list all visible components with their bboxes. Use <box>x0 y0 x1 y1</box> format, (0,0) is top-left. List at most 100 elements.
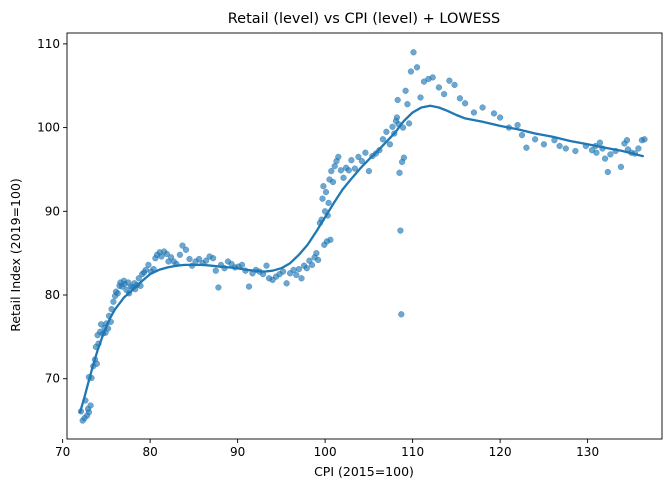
lowess-line <box>78 104 644 414</box>
scatter-point <box>308 261 316 269</box>
scatter-point <box>379 136 387 143</box>
scatter-point <box>279 268 287 275</box>
x-tick-label: 130 <box>576 445 599 459</box>
y-axis-title: Retail Index (2019=100) <box>8 178 23 332</box>
scatter-point <box>479 104 486 111</box>
scatter-point <box>362 149 369 156</box>
scatter-point <box>202 257 210 264</box>
scatter-point <box>470 109 478 116</box>
scatter-point <box>601 155 609 162</box>
scatter-point <box>345 167 352 174</box>
scatter-point <box>179 242 186 249</box>
scatter-point <box>404 101 411 108</box>
scatter-point <box>635 145 642 152</box>
scatter-point <box>351 165 359 172</box>
scatter-point <box>604 168 611 176</box>
x-tick-label: 120 <box>489 445 512 459</box>
scatter-point <box>451 81 458 89</box>
y-tick-label: 100 <box>37 121 60 135</box>
scatter-point <box>617 163 625 171</box>
scatter-point <box>523 144 530 151</box>
x-tick-label: 90 <box>230 445 245 459</box>
scatter-point <box>456 95 464 102</box>
scatter-point <box>623 137 631 144</box>
scatter-point <box>212 267 219 274</box>
scatter-point <box>283 280 290 287</box>
scatter-point <box>114 290 121 297</box>
scatter-point <box>298 275 305 282</box>
scatter-point <box>325 199 332 207</box>
scatter-point <box>295 265 303 273</box>
scatter-point <box>320 183 327 190</box>
scatter-point <box>314 256 322 264</box>
scatter-point <box>303 265 310 272</box>
scatter-point <box>429 74 436 81</box>
scatter-point <box>556 142 563 150</box>
scatter-point <box>540 141 548 148</box>
scatter-point <box>87 402 94 409</box>
scatter-point <box>335 153 342 161</box>
scatter-point <box>319 195 326 202</box>
scatter-point <box>405 120 413 127</box>
scatter-point <box>398 311 405 318</box>
scatter-point <box>365 167 373 175</box>
scatter-point <box>182 246 190 253</box>
scatter-point <box>400 154 408 161</box>
scatter-point <box>245 283 253 290</box>
scatter-point <box>238 261 246 269</box>
scatter-point <box>110 298 117 305</box>
scatter-point <box>355 153 362 161</box>
scatter-point <box>562 145 569 152</box>
scatter-point <box>313 250 320 257</box>
scatter-point <box>410 49 417 56</box>
scatter-point <box>327 236 334 243</box>
scatter-point <box>461 100 469 107</box>
scatter-point <box>328 167 335 175</box>
scatter-point <box>397 227 404 234</box>
scatter-point <box>417 94 424 101</box>
scatter-point <box>386 141 394 148</box>
x-tick-label: 110 <box>401 445 424 459</box>
scatter-point <box>145 261 152 269</box>
scatter-point <box>514 121 521 129</box>
x-tick-label: 70 <box>55 445 70 459</box>
x-axis-title: CPI (2015=100) <box>314 464 414 479</box>
scatter-point <box>518 131 526 139</box>
scatter-point <box>394 96 401 104</box>
y-tick-label: 70 <box>45 372 60 386</box>
y-tick-label: 80 <box>45 288 60 302</box>
scatter-point <box>407 68 415 75</box>
scatter-point <box>358 157 366 165</box>
scatter-point <box>329 178 337 186</box>
scatter-point <box>158 253 165 260</box>
scatter-point <box>402 87 409 94</box>
scatter-point <box>209 255 217 262</box>
scatter-point <box>263 262 270 269</box>
scatter-point <box>293 271 300 279</box>
scatter-point <box>393 114 401 121</box>
scatter-point <box>413 64 421 71</box>
scatter-point <box>85 409 93 416</box>
scatter-point <box>176 251 184 258</box>
scatter-point <box>186 255 193 263</box>
chart-title: Retail (level) vs CPI (level) + LOWESS <box>228 11 501 27</box>
scatter-point <box>435 84 443 91</box>
scatter-point <box>446 77 453 84</box>
scatter-point <box>593 149 600 156</box>
scatter-point <box>531 136 539 143</box>
scatter-point <box>383 128 390 135</box>
scatter-point <box>348 157 355 164</box>
scatter-point <box>195 255 203 263</box>
x-tick-label: 80 <box>142 445 157 459</box>
scatter-point <box>490 110 498 117</box>
scatter-point <box>607 151 614 158</box>
scatter-point <box>322 188 330 196</box>
scatter-point <box>496 114 504 121</box>
axes-frame <box>66 32 663 440</box>
plot-area: 70 80 90 100 110 120 130 70 80 90 100 110 <box>37 32 663 459</box>
scatter-point <box>337 167 345 174</box>
x-tick-label: 100 <box>314 445 337 459</box>
y-tick-label: 90 <box>45 204 60 218</box>
